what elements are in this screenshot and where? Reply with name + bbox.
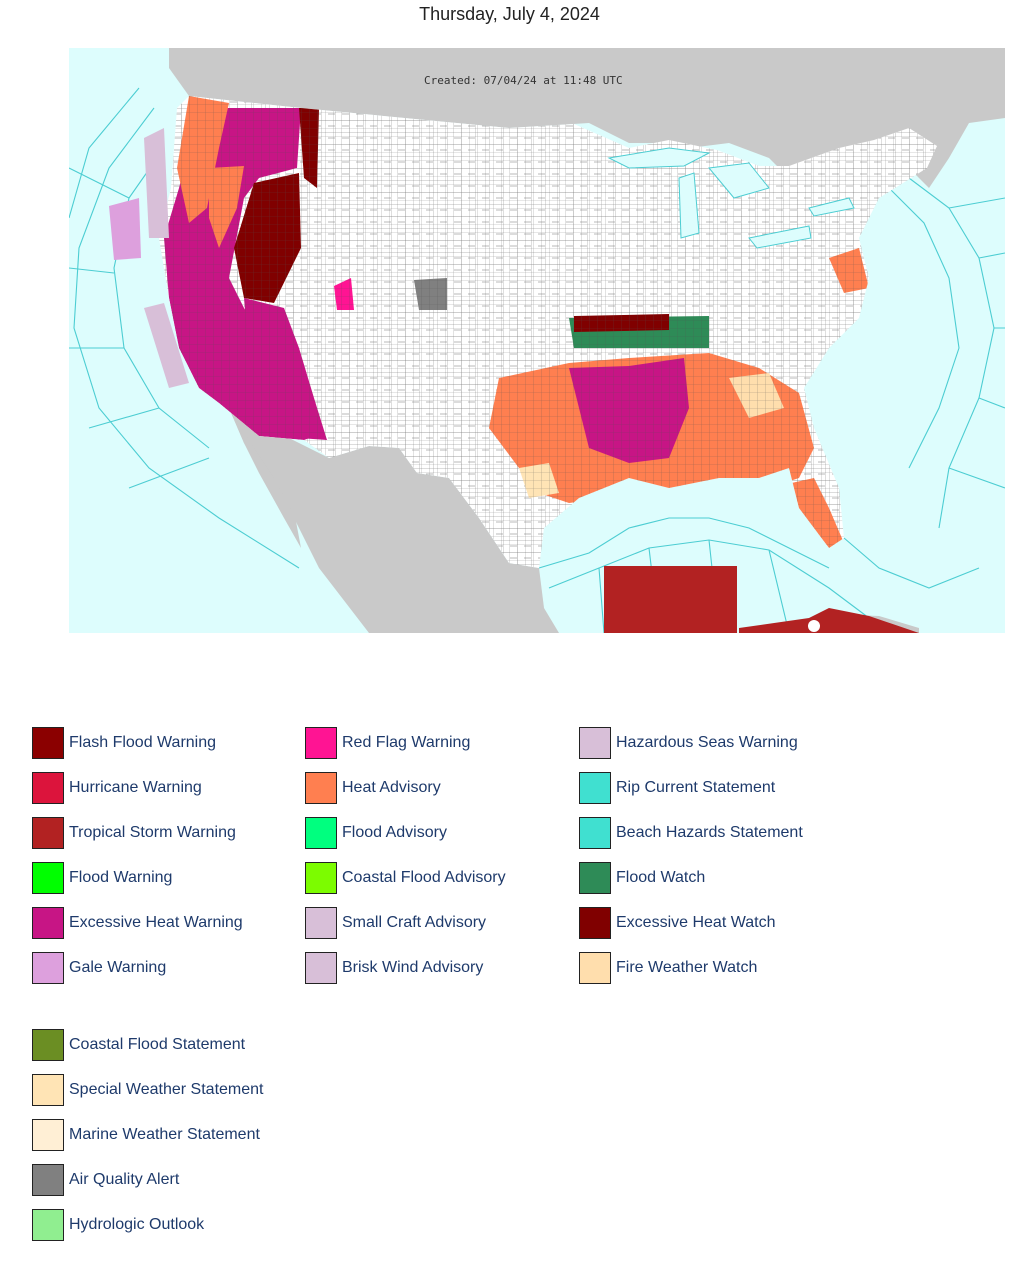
legend-item-tropical-storm-warning: Tropical Storm Warning <box>32 816 236 850</box>
legend-swatch <box>32 772 64 804</box>
legend-label: Excessive Heat Watch <box>616 914 776 931</box>
legend-item-rip-current-statement: Rip Current Statement <box>579 771 775 805</box>
legend-label: Beach Hazards Statement <box>616 824 803 841</box>
page-title: Thursday, July 4, 2024 <box>419 4 600 24</box>
legend-label: Air Quality Alert <box>69 1171 180 1188</box>
legend-label: Gale Warning <box>69 959 167 976</box>
legend-swatch <box>32 1074 64 1106</box>
legend-swatch <box>32 1164 64 1196</box>
legend-item-flood-watch: Flood Watch <box>579 861 705 895</box>
legend-label: Fire Weather Watch <box>616 959 758 976</box>
legend-item-beach-hazards-statement: Beach Hazards Statement <box>579 816 803 850</box>
legend-label: Brisk Wind Advisory <box>342 959 484 976</box>
legend-item-fire-weather-watch: Fire Weather Watch <box>579 951 757 985</box>
legend-label: Hazardous Seas Warning <box>616 734 798 751</box>
legend-label: Small Craft Advisory <box>342 914 487 931</box>
legend-swatch <box>305 817 337 849</box>
legend-item-red-flag-warning: Red Flag Warning <box>305 726 470 760</box>
legend-item-flood-advisory: Flood Advisory <box>305 816 447 850</box>
legend-item-coastal-flood-advisory: Coastal Flood Advisory <box>305 861 506 895</box>
marine-zone-lines <box>69 87 1005 633</box>
legend-item-hurricane-warning: Hurricane Warning <box>32 771 202 805</box>
legend-item-special-weather-statement: Special Weather Statement <box>32 1073 263 1107</box>
legend-label: Special Weather Statement <box>69 1081 264 1098</box>
legend-swatch <box>32 1029 64 1061</box>
legend-swatch <box>32 1209 64 1241</box>
legend-item-marine-weather-statement: Marine Weather Statement <box>32 1118 260 1152</box>
legend-swatch <box>32 862 64 894</box>
legend-swatch <box>579 817 611 849</box>
small-craft-advisory-pacific[interactable] <box>144 303 189 388</box>
baja-peninsula <box>229 408 301 548</box>
legend-label: Red Flag Warning <box>342 734 471 751</box>
legend-item-hazardous-seas-warning: Hazardous Seas Warning <box>579 726 798 760</box>
legend-label: Flash Flood Warning <box>69 734 217 751</box>
legend-swatch <box>579 772 611 804</box>
weather-alert-map[interactable]: Created: 07/04/24 at 11:48 UTC <box>69 48 1005 633</box>
legend-item-flood-warning: Flood Warning <box>32 861 172 895</box>
legend-item-excessive-heat-warning: Excessive Heat Warning <box>32 906 243 940</box>
legend-label: Rip Current Statement <box>616 779 776 796</box>
legend-swatch <box>305 727 337 759</box>
legend-swatch <box>579 862 611 894</box>
legend-swatch <box>32 817 64 849</box>
legend-label: Heat Advisory <box>342 779 441 796</box>
small-island <box>808 620 820 632</box>
legend-item-gale-warning: Gale Warning <box>32 951 166 985</box>
legend-label: Hydrologic Outlook <box>69 1216 205 1233</box>
great-lakes <box>607 147 855 249</box>
legend-label: Hurricane Warning <box>69 779 202 796</box>
legend-item-hydrologic-outlook: Hydrologic Outlook <box>32 1208 204 1242</box>
legend-item-flash-flood-warning: Flash Flood Warning <box>32 726 216 760</box>
legend-label: Flood Warning <box>69 869 173 886</box>
legend-item-coastal-flood-statement: Coastal Flood Statement <box>32 1028 245 1062</box>
legend-label: Marine Weather Statement <box>69 1126 260 1143</box>
legend-swatch <box>305 862 337 894</box>
legend-swatch <box>305 772 337 804</box>
legend-item-air-quality-alert: Air Quality Alert <box>32 1163 179 1197</box>
legend-item-excessive-heat-watch: Excessive Heat Watch <box>579 906 775 940</box>
mexico-land <box>229 408 559 633</box>
legend-label: Coastal Flood Advisory <box>342 869 506 886</box>
hazardous-seas-pacific[interactable] <box>144 128 169 238</box>
legend-item-small-craft-advisory: Small Craft Advisory <box>305 906 486 940</box>
legend-swatch <box>305 952 337 984</box>
gale-warning-pacific[interactable] <box>109 198 141 260</box>
legend-swatch <box>32 727 64 759</box>
legend-swatch <box>32 952 64 984</box>
legend-label: Coastal Flood Statement <box>69 1036 246 1053</box>
legend-label: Flood Advisory <box>342 824 447 841</box>
legend-item-brisk-wind-advisory: Brisk Wind Advisory <box>305 951 483 985</box>
map-created-timestamp: Created: 07/04/24 at 11:48 UTC <box>424 74 623 87</box>
legend-swatch <box>32 1119 64 1151</box>
legend-swatch <box>579 907 611 939</box>
tropical-storm-warning-gulf[interactable] <box>604 566 737 633</box>
legend-swatch <box>32 907 64 939</box>
legend-label: Excessive Heat Warning <box>69 914 243 931</box>
legend-swatch <box>579 952 611 984</box>
legend-swatch <box>305 907 337 939</box>
legend-swatch <box>579 727 611 759</box>
legend-label: Flood Watch <box>616 869 706 886</box>
legend-label: Tropical Storm Warning <box>69 824 236 841</box>
legend-item-heat-advisory: Heat Advisory <box>305 771 441 805</box>
tropical-storm-warning-caribbean[interactable] <box>739 608 919 633</box>
